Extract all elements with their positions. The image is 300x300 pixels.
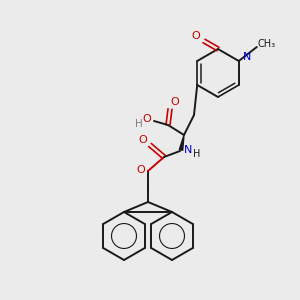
Polygon shape bbox=[179, 135, 184, 150]
Text: O: O bbox=[192, 31, 200, 41]
Text: O: O bbox=[142, 114, 152, 124]
Text: N: N bbox=[184, 145, 192, 155]
Text: O: O bbox=[139, 135, 147, 145]
Text: CH₃: CH₃ bbox=[258, 39, 276, 49]
Text: O: O bbox=[171, 97, 179, 107]
Text: N: N bbox=[243, 52, 251, 62]
Text: O: O bbox=[136, 165, 146, 175]
Text: H: H bbox=[193, 149, 201, 159]
Text: H: H bbox=[135, 119, 143, 129]
